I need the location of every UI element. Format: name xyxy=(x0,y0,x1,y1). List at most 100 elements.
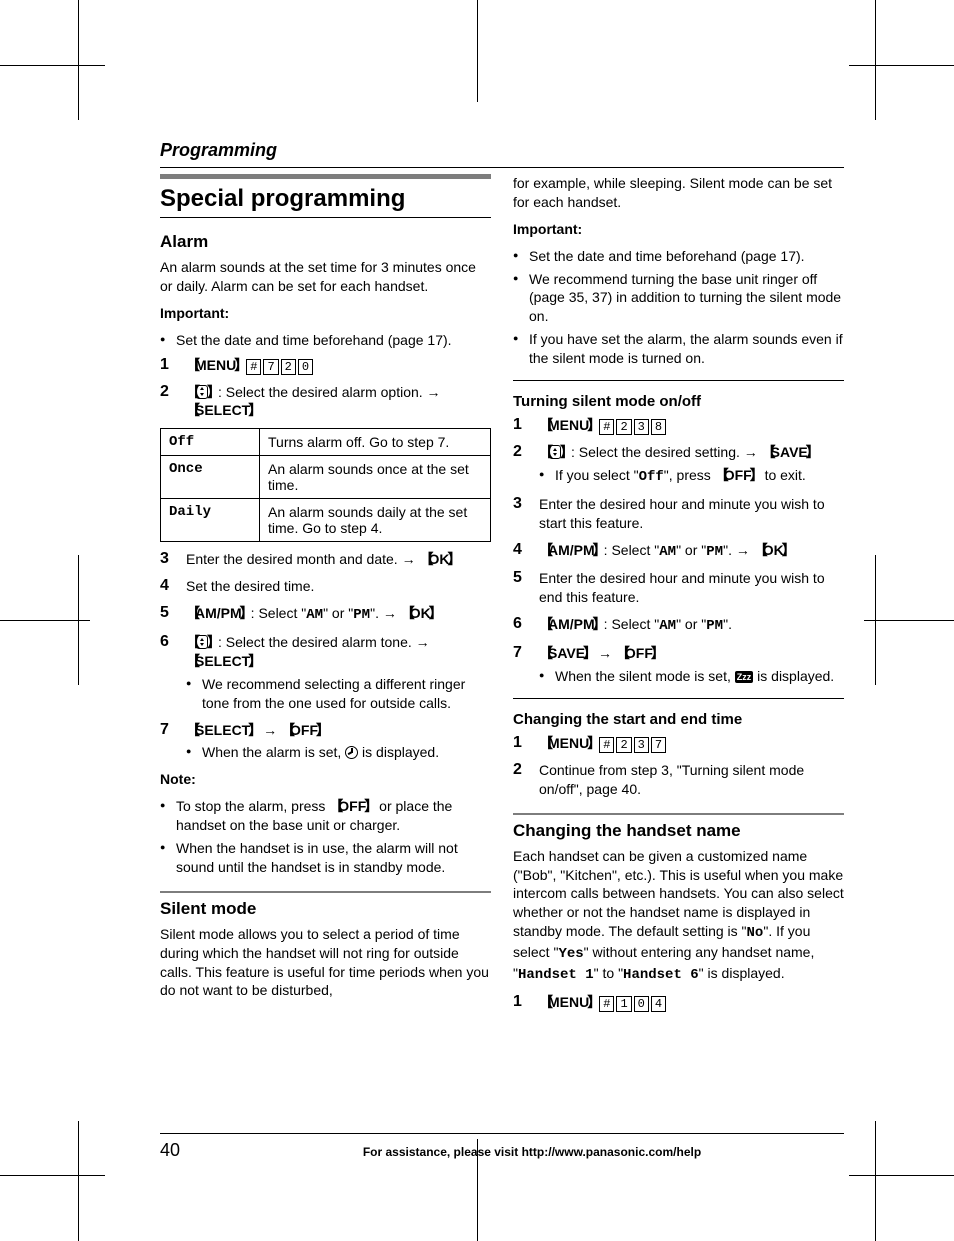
pm-text: PM xyxy=(706,618,723,634)
off-text: Off xyxy=(639,469,664,485)
step-1: 1 MENU#237 xyxy=(513,734,844,753)
key-hash: # xyxy=(599,737,614,753)
step-text: Enter the desired hour and minute you wi… xyxy=(539,495,844,533)
key-hash: # xyxy=(246,359,261,375)
off-button: OFF xyxy=(715,467,761,483)
off-button: OFF xyxy=(616,645,662,661)
silent-heading: Silent mode xyxy=(160,899,491,919)
key-8: 8 xyxy=(651,419,666,435)
step-text: or xyxy=(681,616,701,632)
key-hash: # xyxy=(599,419,614,435)
list-item: We recommend turning the base unit ringe… xyxy=(513,270,844,327)
select-button: SELECT xyxy=(186,722,259,738)
step-5: 5 AM/PM: Select "AM" or "PM". → OK xyxy=(160,604,491,625)
step-3: 3 Enter the desired month and date. → OK xyxy=(160,550,491,569)
step-3: 3 Enter the desired hour and minute you … xyxy=(513,495,844,533)
important-label: Important: xyxy=(160,304,491,323)
silent-intro: Silent mode allows you to select a perio… xyxy=(160,925,491,1001)
step-6: 6 AM/PM: Select "AM" or "PM". xyxy=(513,615,844,636)
silent-intro-cont: for example, while sleeping. Silent mode… xyxy=(513,174,844,212)
ok-button: OK xyxy=(419,551,458,567)
step-text: or xyxy=(681,542,701,558)
step-7: 7 SAVE → OFF When the silent mode is set… xyxy=(513,644,844,686)
menu-button: MENU xyxy=(186,357,245,373)
list-item: Set the date and time beforehand (page 1… xyxy=(160,331,491,350)
list-item: When the silent mode is set, Zzz is disp… xyxy=(539,667,844,686)
updown-button xyxy=(186,634,218,650)
page-number: 40 xyxy=(160,1140,180,1161)
key-hash: # xyxy=(599,996,614,1012)
am-text: AM xyxy=(659,618,676,634)
step-text: . → xyxy=(728,542,754,558)
alarm-intro: An alarm sounds at the set time for 3 mi… xyxy=(160,258,491,296)
changing-time-heading: Changing the start and end time xyxy=(513,711,844,728)
step-2: 2 : Select the desired setting. → SAVE I… xyxy=(513,443,844,487)
step-text: : Select the desired alarm option. → xyxy=(218,384,441,400)
step-7: 7 SELECT → OFF When the alarm is set, is… xyxy=(160,721,491,763)
ampm-button: AM/PM xyxy=(186,605,251,621)
updown-icon xyxy=(549,445,561,459)
pm-text: PM xyxy=(353,607,370,623)
off-button: OFF xyxy=(329,798,375,814)
handset-intro: Each handset can be given a customized n… xyxy=(513,847,844,985)
step-text: : Select xyxy=(604,616,655,632)
key-4: 4 xyxy=(651,996,666,1012)
no-text: No xyxy=(747,925,764,941)
key-0: 0 xyxy=(634,996,649,1012)
menu-button: MENU xyxy=(539,994,598,1010)
alarm-important-list: Set the date and time beforehand (page 1… xyxy=(160,331,491,350)
opt-once: Once xyxy=(161,456,260,499)
step-4: 4 AM/PM: Select "AM" or "PM". → OK xyxy=(513,541,844,562)
h1-text: Handset 1 xyxy=(518,967,594,983)
list-item: We recommend selecting a different ringe… xyxy=(186,675,491,713)
step-text: : Select xyxy=(604,542,655,558)
updown-button xyxy=(186,384,218,400)
opt-off-desc: Turns alarm off. Go to step 7. xyxy=(260,429,491,456)
list-item: If you have set the alarm, the alarm sou… xyxy=(513,330,844,368)
list-item: Set the date and time beforehand (page 1… xyxy=(513,247,844,266)
updown-icon xyxy=(196,385,208,399)
step-6: 6 : Select the desired alarm tone. → SEL… xyxy=(160,633,491,713)
alarm-heading: Alarm xyxy=(160,232,491,252)
h6-text: Handset 6 xyxy=(623,967,699,983)
list-item: When the alarm is set, is displayed. xyxy=(186,743,491,762)
handset-heading: Changing the handset name xyxy=(513,821,844,841)
alarm-options-table: OffTurns alarm off. Go to step 7. OnceAn… xyxy=(160,428,491,542)
step-2: 2 Continue from step 3, "Turning silent … xyxy=(513,761,844,799)
step-5: 5 Enter the desired hour and minute you … xyxy=(513,569,844,607)
ampm-button: AM/PM xyxy=(539,616,604,632)
key-0: 0 xyxy=(298,359,313,375)
key-2: 2 xyxy=(616,419,631,435)
step-text: or xyxy=(328,605,348,621)
save-button: SAVE xyxy=(762,444,817,460)
step-2: 2 : Select the desired alarm option. → S… xyxy=(160,383,491,421)
key-1: 1 xyxy=(616,996,631,1012)
step-text: : Select the desired alarm tone. → xyxy=(218,634,430,650)
yes-text: Yes xyxy=(558,946,583,962)
ok-button: OK xyxy=(401,605,440,621)
step-1: 1 MENU#720 xyxy=(160,356,491,375)
step-text: : Select xyxy=(251,605,302,621)
zzz-icon: Zzz xyxy=(735,671,754,683)
step-text: Set the desired time. xyxy=(186,577,491,596)
opt-once-desc: An alarm sounds once at the set time. xyxy=(260,456,491,499)
pm-text: PM xyxy=(706,544,723,560)
updown-button xyxy=(539,444,571,460)
ampm-button: AM/PM xyxy=(539,542,604,558)
key-2: 2 xyxy=(281,359,296,375)
am-text: AM xyxy=(659,544,676,560)
menu-button: MENU xyxy=(539,735,598,751)
save-button: SAVE xyxy=(539,645,594,661)
menu-button: MENU xyxy=(539,417,598,433)
list-item: When the handset is in use, the alarm wi… xyxy=(160,839,491,877)
opt-daily-desc: An alarm sounds daily at the set time. G… xyxy=(260,499,491,542)
page-header: Programming xyxy=(160,140,844,168)
right-column: for example, while sleeping. Silent mode… xyxy=(513,174,844,1020)
step-text: . → xyxy=(375,605,401,621)
opt-daily: Daily xyxy=(161,499,260,542)
updown-icon xyxy=(196,635,208,649)
step-text: : Select the desired setting. → xyxy=(571,444,758,460)
ok-button: OK xyxy=(754,542,793,558)
step-text: Enter the desired month and date. → xyxy=(186,551,416,567)
assist-text: For assistance, please visit http://www.… xyxy=(220,1145,844,1159)
